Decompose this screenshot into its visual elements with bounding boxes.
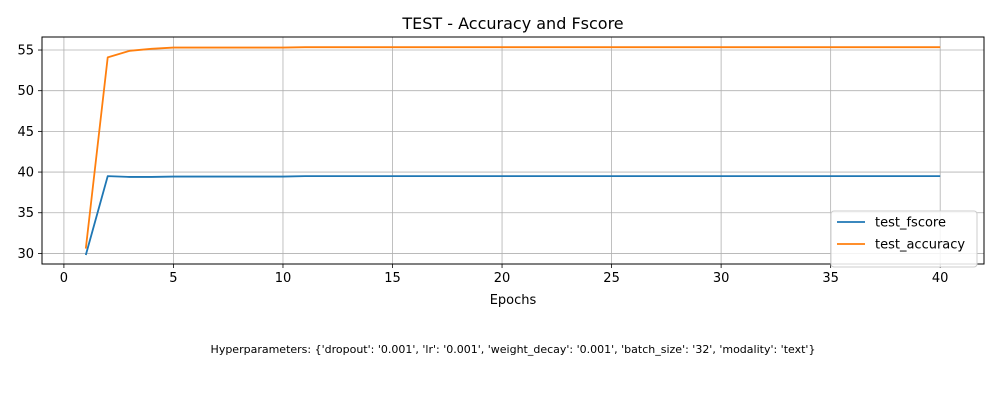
x-axis-label: Epochs (490, 293, 537, 308)
x-tick-label: 5 (169, 271, 177, 286)
y-tick-label: 55 (17, 44, 34, 59)
y-tick-label: 50 (17, 84, 34, 99)
legend-box (830, 210, 978, 268)
x-tick-label: 40 (932, 271, 949, 286)
x-tick-label: 10 (275, 271, 292, 286)
axis-ticks: 0 5 10 15 20 25 30 35 40 30 35 40 45 50 55 (17, 44, 948, 286)
x-tick-label: 30 (713, 271, 730, 286)
grid-lines (42, 37, 984, 264)
x-tick-label: 35 (822, 271, 839, 286)
hyperparameters-footnote: Hyperparameters: {'dropout': '0.001', 'l… (211, 343, 816, 356)
y-tick-label: 40 (17, 166, 34, 181)
chart-title: TEST - Accuracy and Fscore (401, 14, 623, 33)
x-tick-label: 0 (60, 271, 68, 286)
x-tick-label: 25 (603, 271, 620, 286)
y-tick-label: 35 (17, 206, 34, 221)
x-tick-label: 20 (494, 271, 511, 286)
plot-frame (41, 36, 985, 265)
series-line-test-fscore (84, 175, 941, 256)
y-tick-label: 45 (17, 125, 34, 140)
x-tick-label: 15 (384, 271, 401, 286)
series-line-test-accuracy (84, 46, 941, 249)
legend-label: test_accuracy (875, 238, 965, 253)
legend-label: test_fscore (875, 216, 946, 231)
legend: test_fscore test_accuracy (830, 210, 978, 268)
y-tick-label: 30 (17, 247, 34, 262)
series-lines (84, 46, 941, 256)
